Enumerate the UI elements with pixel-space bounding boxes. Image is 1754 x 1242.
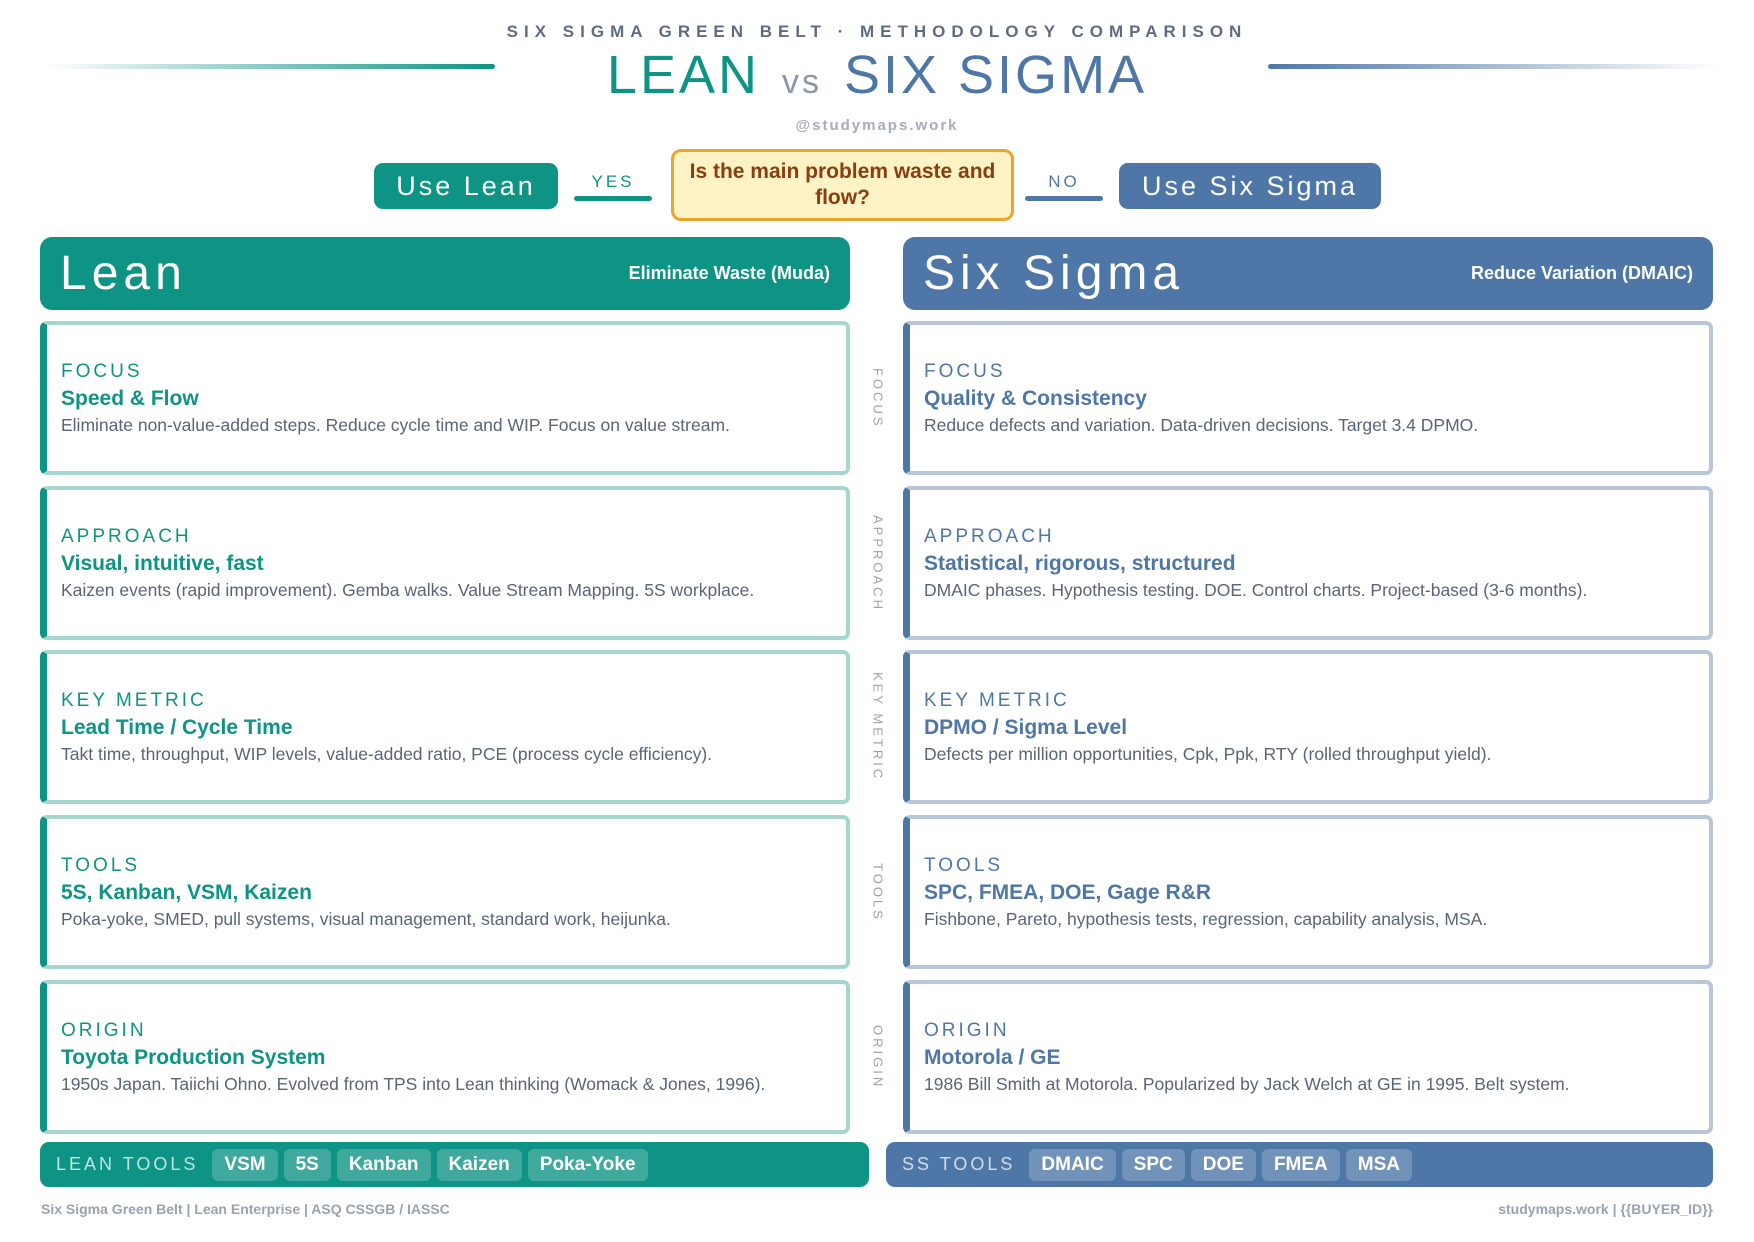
card-label: FOCUS (61, 361, 143, 382)
card-heading: Toyota Production System (61, 1046, 326, 1069)
use-lean-result: Use Lean (374, 163, 558, 209)
row-label-focus: FOCUS (870, 367, 886, 429)
card-body: Poka-yoke, SMED, pull systems, visual ma… (61, 909, 671, 929)
row-label-approach: APPROACH (870, 514, 886, 612)
lean-tools-bar: LEAN TOOLS VSM 5S Kanban Kaizen Poka-Yok… (40, 1142, 869, 1187)
title-lean: LEAN (606, 45, 760, 105)
ss-tool-chip: FMEA (1261, 1148, 1340, 1181)
lean-tool-chip: Kanban (336, 1148, 431, 1181)
ss-card-origin: ORIGIN Motorola / GE 1986 Bill Smith at … (903, 980, 1713, 1134)
card-heading: Statistical, rigorous, structured (924, 552, 1236, 575)
ss-tools-bar: SS TOOLS DMAIC SPC DOE FMEA MSA (886, 1142, 1713, 1187)
ss-tool-chip: DMAIC (1029, 1148, 1116, 1181)
six-sigma-name: Six Sigma (923, 247, 1185, 300)
row-label-tools: TOOLS (870, 862, 886, 922)
lean-subtitle: Eliminate Waste (Muda) (628, 263, 830, 283)
ss-card-key-metric: KEY METRIC DPMO / Sigma Level Defects pe… (903, 650, 1713, 804)
ss-card-approach: APPROACH Statistical, rigorous, structur… (903, 486, 1713, 640)
card-heading: Lead Time / Cycle Time (61, 716, 293, 739)
row-label-key-metric: KEY METRIC (870, 672, 886, 782)
title-vs: vs (782, 63, 822, 101)
ss-tool-chip: MSA (1345, 1148, 1412, 1181)
card-label: KEY METRIC (61, 690, 207, 711)
card-label: ORIGIN (61, 1020, 147, 1041)
lean-card-origin: ORIGIN Toyota Production System 1950s Ja… (40, 980, 850, 1134)
card-heading: 5S, Kanban, VSM, Kaizen (61, 881, 312, 904)
lean-header: Lean Eliminate Waste (Muda) (40, 237, 850, 310)
divider-right (1268, 64, 1718, 69)
divider-left (45, 64, 495, 69)
card-body: Kaizen events (rapid improvement). Gemba… (61, 580, 755, 600)
ss-card-focus: FOCUS Quality & Consistency Reduce defec… (903, 321, 1713, 475)
lean-tool-chip: Kaizen (436, 1148, 522, 1181)
ss-tool-chip: SPC (1121, 1148, 1185, 1181)
handle: @studymaps.work (795, 117, 959, 134)
card-body: Defects per million opportunities, Cpk, … (924, 744, 1492, 764)
card-heading: Quality & Consistency (924, 387, 1147, 410)
six-sigma-header: Six Sigma Reduce Variation (DMAIC) (903, 237, 1713, 310)
lean-name: Lean (60, 247, 187, 300)
six-sigma-subtitle: Reduce Variation (DMAIC) (1470, 263, 1693, 283)
card-body: Takt time, throughput, WIP levels, value… (61, 744, 713, 764)
card-heading: Visual, intuitive, fast (61, 552, 264, 575)
ss-card-tools: TOOLS SPC, FMEA, DOE, Gage R&R Fishbone,… (903, 815, 1713, 969)
ss-tool-chip: DOE (1190, 1148, 1256, 1181)
card-body: 1950s Japan. Taiichi Ohno. Evolved from … (61, 1074, 766, 1094)
card-body: Reduce defects and variation. Data-drive… (924, 415, 1479, 435)
lean-tool-chip: 5S (283, 1148, 331, 1181)
footer-right: studymaps.work | {{BUYER_ID}} (1498, 1201, 1713, 1217)
card-label: FOCUS (924, 361, 1006, 382)
row-label-origin: ORIGIN (870, 1024, 886, 1090)
lean-card-tools: TOOLS 5S, Kanban, VSM, Kaizen Poka-yoke,… (40, 815, 850, 969)
lean-tool-chip: VSM (212, 1148, 278, 1181)
lean-tool-chip: Poka-Yoke (527, 1148, 648, 1181)
card-label: TOOLS (61, 855, 141, 876)
footer-left: Six Sigma Green Belt | Lean Enterprise |… (41, 1201, 450, 1217)
page-title: LEAN vs SIX SIGMA (0, 44, 1754, 106)
lean-tools-label: LEAN TOOLS (56, 1154, 199, 1174)
card-body: DMAIC phases. Hypothesis testing. DOE. C… (924, 580, 1588, 600)
card-heading: DPMO / Sigma Level (924, 716, 1128, 739)
card-label: APPROACH (924, 526, 1055, 547)
card-label: KEY METRIC (924, 690, 1070, 711)
card-body: Eliminate non-value-added steps. Reduce … (61, 415, 730, 435)
lean-card-approach: APPROACH Visual, intuitive, fast Kaizen … (40, 486, 850, 640)
card-heading: Speed & Flow (61, 387, 199, 410)
yes-label: YES (591, 172, 635, 191)
ss-tools-label: SS TOOLS (902, 1154, 1016, 1174)
lean-card-focus: FOCUS Speed & Flow Eliminate non-value-a… (40, 321, 850, 475)
decision-question: Is the main problem waste and flow? (671, 149, 1014, 221)
no-label: NO (1048, 172, 1080, 191)
no-connector (1025, 196, 1103, 201)
use-six-sigma-result: Use Six Sigma (1119, 163, 1381, 209)
yes-connector (574, 196, 652, 201)
card-label: ORIGIN (924, 1020, 1010, 1041)
card-heading: Motorola / GE (924, 1046, 1061, 1069)
card-label: APPROACH (61, 526, 192, 547)
card-body: Fishbone, Pareto, hypothesis tests, regr… (924, 909, 1488, 929)
kicker: SIX SIGMA GREEN BELT · METHODOLOGY COMPA… (506, 22, 1248, 41)
title-six-sigma: SIX SIGMA (844, 45, 1148, 105)
card-heading: SPC, FMEA, DOE, Gage R&R (924, 881, 1212, 904)
card-body: 1986 Bill Smith at Motorola. Popularized… (924, 1074, 1570, 1094)
lean-card-key-metric: KEY METRIC Lead Time / Cycle Time Takt t… (40, 650, 850, 804)
card-label: TOOLS (924, 855, 1004, 876)
